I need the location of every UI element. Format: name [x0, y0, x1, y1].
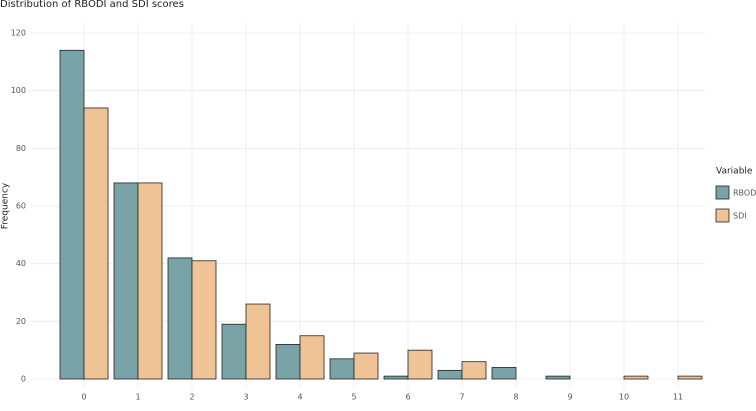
legend-title: Variable — [716, 167, 753, 177]
x-tick-label: 1 — [135, 393, 140, 402]
x-tick-label: 0 — [81, 393, 86, 402]
x-tick-label: 7 — [459, 393, 464, 402]
bar — [83, 107, 109, 380]
legend-label: SDI — [733, 212, 747, 221]
y-tick-label: 120 — [11, 29, 26, 38]
y-tick-label: 60 — [16, 202, 26, 211]
x-tick-label: 5 — [351, 393, 356, 402]
bar — [329, 358, 355, 380]
bar — [677, 375, 703, 380]
y-tick-label: 40 — [16, 259, 26, 268]
chart-title: Distribution of RBODI and SDI scores — [0, 0, 184, 10]
bar — [383, 375, 409, 380]
bar — [221, 323, 247, 380]
bar — [113, 182, 139, 380]
x-tick-label: 9 — [567, 393, 572, 402]
bar — [623, 375, 649, 380]
y-axis-title: Frequency — [1, 182, 11, 229]
bar — [353, 352, 379, 380]
bar — [407, 349, 433, 380]
bar — [491, 367, 517, 380]
x-tick-label: 10 — [619, 393, 629, 402]
x-tick-label: 2 — [189, 393, 194, 402]
legend-swatch — [715, 208, 730, 223]
x-tick-label: 11 — [673, 393, 683, 402]
bar — [437, 369, 463, 380]
bar — [137, 182, 163, 380]
x-tick-label: 4 — [297, 393, 302, 402]
y-tick-label: 80 — [16, 144, 26, 153]
bar — [299, 335, 325, 380]
bar — [461, 361, 487, 380]
x-tick-label: 6 — [405, 393, 410, 402]
legend-swatch — [715, 185, 730, 200]
bar — [191, 260, 217, 380]
bar — [275, 343, 301, 380]
bar — [245, 303, 271, 380]
x-tick-label: 8 — [513, 393, 518, 402]
y-tick-label: 0 — [21, 375, 26, 384]
y-tick-label: 20 — [16, 317, 26, 326]
x-tick-label: 3 — [243, 393, 248, 402]
y-tick-label: 100 — [11, 86, 26, 95]
bar — [59, 49, 85, 380]
legend-label: RBODI — [733, 189, 756, 198]
bar — [167, 257, 193, 380]
bar — [545, 375, 571, 380]
